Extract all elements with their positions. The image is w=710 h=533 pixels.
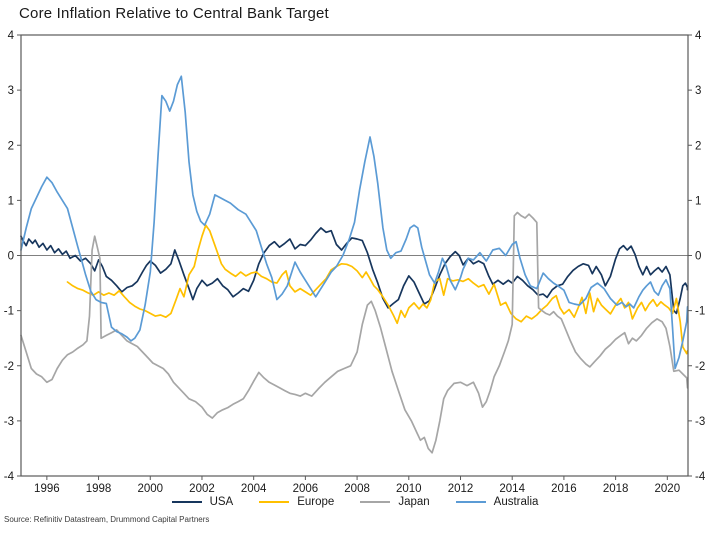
y-tick-label-left: -1 (4, 306, 14, 318)
series-line-japan (20, 211, 689, 454)
legend-item-japan: Japan (360, 496, 430, 508)
source-note: Source: Refinitiv Datastream, Drummond C… (4, 515, 210, 524)
y-tick-label-right: 1 (695, 195, 701, 207)
legend-swatch-usa (171, 501, 202, 503)
y-tick-label-right: -4 (695, 471, 706, 483)
y-tick-label-left: -3 (4, 416, 14, 428)
x-tick-label: 2012 (448, 483, 474, 495)
y-tick-label-left: 2 (8, 140, 14, 152)
x-tick-label: 2000 (137, 483, 163, 495)
legend-swatch-japan (360, 501, 391, 503)
legend-swatch-australia (455, 501, 486, 503)
x-tick-label: 2002 (189, 483, 215, 495)
series-line-europe (66, 224, 689, 355)
x-tick-label: 2010 (396, 483, 422, 495)
y-tick-label-left: 0 (8, 251, 14, 263)
series-line-australia (20, 75, 689, 370)
x-tick-label: 1996 (34, 483, 60, 495)
y-tick-label-right: -2 (695, 361, 705, 373)
x-tick-label: 2018 (603, 483, 629, 495)
y-tick-label-left: 1 (8, 195, 14, 207)
x-tick-label: 2008 (344, 483, 370, 495)
x-tick-label: 1998 (86, 483, 112, 495)
y-tick-label-left: -4 (4, 471, 15, 483)
legend-label: Australia (493, 496, 539, 508)
legend-item-australia: Australia (455, 496, 539, 508)
legend-swatch-europe (259, 501, 290, 503)
x-tick-label: 2014 (499, 483, 525, 495)
x-tick-label: 2016 (551, 483, 577, 495)
chart-title: Core Inflation Relative to Central Bank … (19, 5, 329, 22)
y-tick-label-left: 3 (8, 85, 14, 97)
y-tick-label-right: -1 (695, 306, 705, 318)
y-tick-label-right: 2 (695, 140, 701, 152)
y-tick-label-right: -3 (695, 416, 705, 428)
y-tick-label-left: 4 (8, 30, 15, 42)
y-tick-label-left: -2 (4, 361, 14, 373)
y-tick-label-right: 4 (695, 30, 702, 42)
x-tick-label: 2020 (655, 483, 681, 495)
x-tick-label: 2006 (293, 483, 319, 495)
legend-item-usa: USA (171, 496, 234, 508)
plot-frame (20, 34, 689, 477)
legend-label: Europe (297, 496, 335, 508)
legend-item-europe: Europe (259, 496, 334, 508)
legend-label: Japan (398, 496, 430, 508)
y-tick-label-right: 0 (695, 251, 701, 263)
x-tick-label: 2004 (241, 483, 267, 495)
series-line-usa (20, 227, 689, 315)
legend: USA Europe Japan Australia (0, 496, 710, 508)
legend-label: USA (209, 496, 234, 508)
y-tick-label-right: 3 (695, 85, 701, 97)
